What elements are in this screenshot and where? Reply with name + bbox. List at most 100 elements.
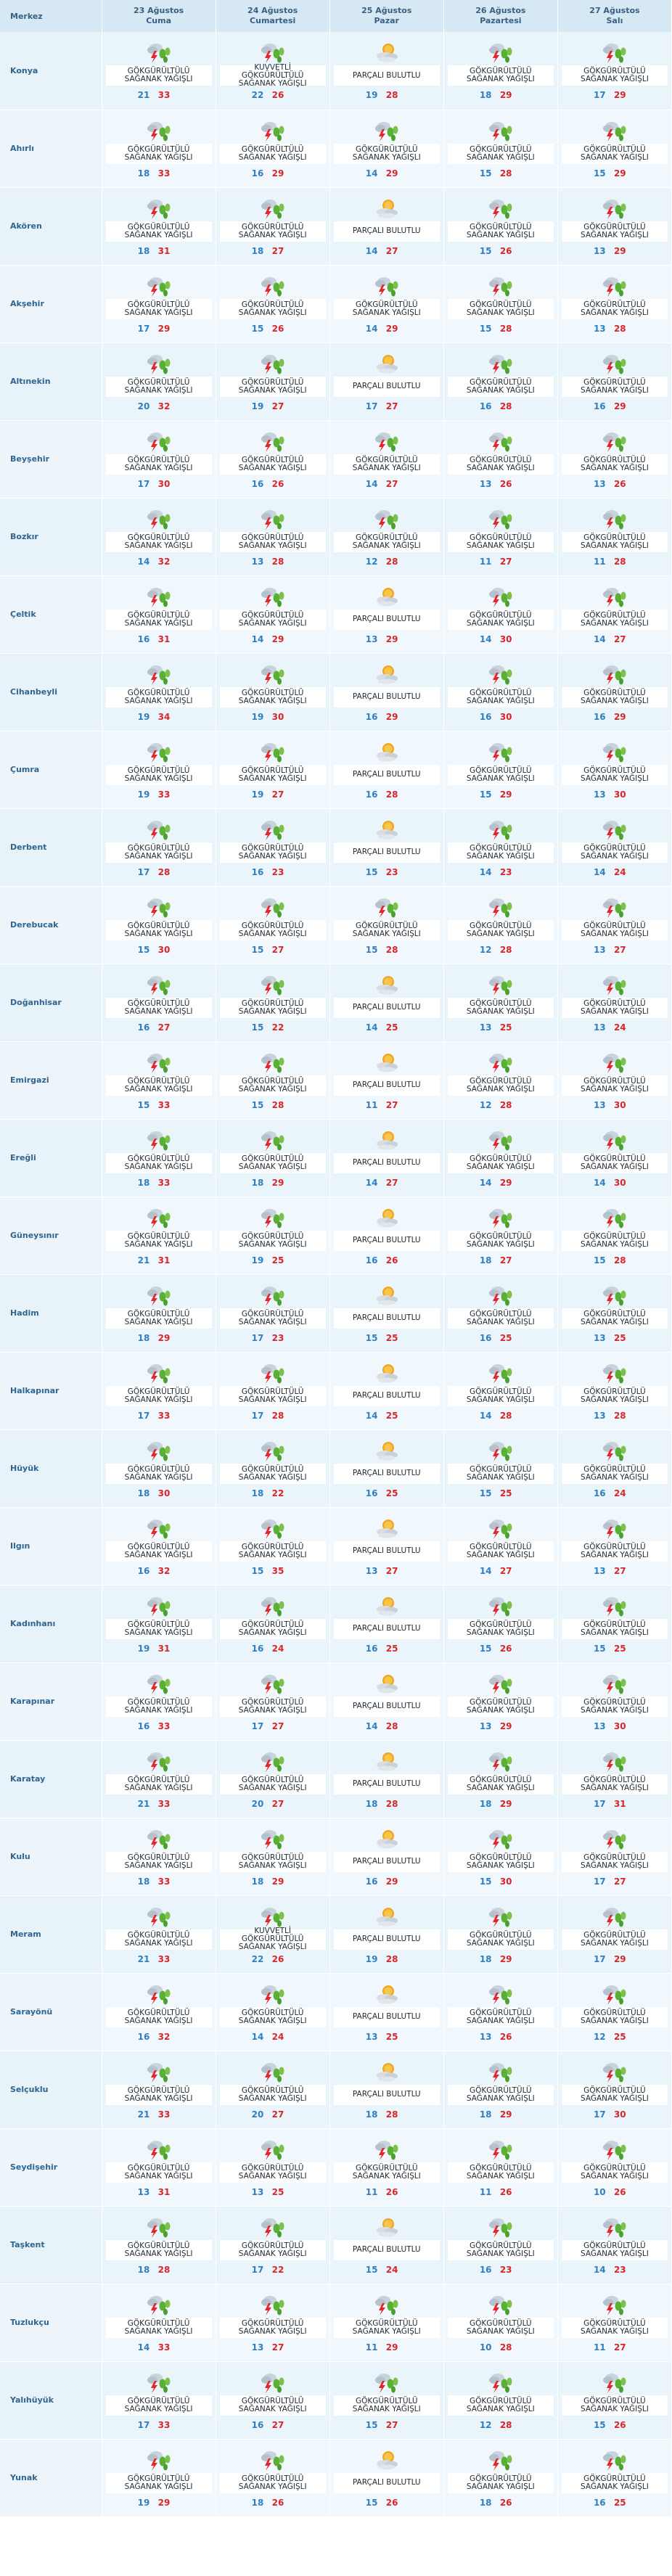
city-name[interactable]: Yalıhüyük (0, 2361, 102, 2440)
city-name[interactable]: Taşkent (0, 2206, 102, 2284)
weather-description-line: PARÇALI BULUTLU (352, 1080, 421, 1089)
city-name[interactable]: Ahırlı (0, 110, 102, 188)
weather-description-line: SAĞANAK YAĞIŞLI (466, 1006, 535, 1016)
city-name[interactable]: Çumra (0, 731, 102, 809)
city-name[interactable]: Yunak (0, 2439, 102, 2517)
forecast-cell: GÖKGÜRÜLTÜLÜ SAĞANAK YAĞIŞLI 16 24 (557, 1429, 672, 1508)
temperature-range: 16 27 (220, 2420, 326, 2430)
min-temperature: 16 (251, 478, 264, 489)
city-name[interactable]: Bozkır (0, 498, 102, 576)
city-name[interactable]: Ilgın (0, 1507, 102, 1586)
city-name[interactable]: Akören (0, 187, 102, 266)
weather-description-line: SAĞANAK YAĞIŞLI (580, 1472, 649, 1482)
forecast-cell: GÖKGÜRÜLTÜLÜ SAĞANAK YAĞIŞLI 14 30 (557, 1119, 672, 1197)
temperature-range: 18 28 (106, 2265, 212, 2275)
forecast-cell: GÖKGÜRÜLTÜLÜ SAĞANAK YAĞIŞLI 14 29 (443, 1119, 558, 1197)
min-temperature: 16 (137, 633, 150, 644)
city-name[interactable]: Güneysınır (0, 1197, 102, 1275)
city-name[interactable]: Hadim (0, 1274, 102, 1353)
city-name[interactable]: Hüyük (0, 1429, 102, 1508)
city-name[interactable]: Sarayönü (0, 1973, 102, 2051)
city-name[interactable]: Seydişehir (0, 2128, 102, 2207)
city-name[interactable]: Kulu (0, 1818, 102, 1896)
city-name[interactable]: Beyşehir (0, 420, 102, 499)
min-temperature: 13 (593, 789, 606, 800)
forecast-cell-content: GÖKGÜRÜLTÜLÜ SAĞANAK YAĞIŞLI 15 30 (102, 895, 216, 955)
weather-description-line: SAĞANAK YAĞIŞLI (352, 541, 421, 550)
weather-description-line: GÖKGÜRÜLTÜLÜ (127, 1620, 190, 1629)
thunderstorm-icon (486, 1051, 515, 1074)
city-name[interactable]: Kadınhanı (0, 1585, 102, 1663)
city-name[interactable]: Altınekin (0, 342, 102, 421)
weather-description-line: SAĞANAK YAĞIŞLI (124, 774, 193, 783)
city-name[interactable]: Karapınar (0, 1662, 102, 1741)
min-temperature: 18 (479, 2497, 492, 2508)
max-temperature: 35 (271, 1565, 284, 1576)
day-date: 26 Ağustos (475, 6, 526, 15)
city-name[interactable]: Meram (0, 1895, 102, 1974)
temperature-range: 15 28 (334, 945, 440, 955)
temperature-range: 14 27 (448, 1566, 554, 1576)
city-name[interactable]: Ereğli (0, 1119, 102, 1197)
city-name[interactable]: Konya (0, 32, 102, 110)
city-name[interactable]: Çeltik (0, 575, 102, 654)
temperature-range: 17 28 (106, 867, 212, 877)
weather-description: GÖKGÜRÜLTÜLÜ SAĞANAK YAĞIŞLI (219, 1541, 326, 1562)
city-name[interactable]: Cihanbeyli (0, 653, 102, 731)
weather-description: GÖKGÜRÜLTÜLÜ SAĞANAK YAĞIŞLI (447, 454, 554, 475)
weather-description-line: SAĞANAK YAĞIŞLI (238, 308, 307, 317)
table-row: Derebucak GÖKGÜRÜLTÜLÜ SAĞANAK YAĞIŞLI 15 30… (0, 886, 672, 964)
weather-description-line: SAĞANAK YAĞIŞLI (238, 851, 307, 861)
city-name[interactable]: Tuzlukçu (0, 2284, 102, 2362)
weather-description: PARÇALI BULUTLU (333, 764, 440, 785)
temperature-range: 15 26 (448, 246, 554, 256)
min-temperature: 18 (251, 1177, 264, 1188)
city-name[interactable]: Emirgazi (0, 1041, 102, 1120)
forecast-cell-content: GÖKGÜRÜLTÜLÜ SAĞANAK YAĞIŞLI 14 23 (444, 818, 557, 877)
forecast-cell-content: GÖKGÜRÜLTÜLÜ SAĞANAK YAĞIŞLI 14 33 (102, 2293, 216, 2353)
temperature-range: 20 32 (106, 401, 212, 411)
thunderstorm-icon (258, 585, 287, 608)
weather-description-line: SAĞANAK YAĞIŞLI (124, 1628, 193, 1637)
forecast-cell-content: GÖKGÜRÜLTÜLÜ SAĞANAK YAĞIŞLI 14 28 (444, 1361, 557, 1421)
forecast-cell-content: GÖKGÜRÜLTÜLÜ SAĞANAK YAĞIŞLI 15 27 (330, 2371, 443, 2430)
thunderstorm-icon (600, 2138, 629, 2161)
forecast-cell-content: GÖKGÜRÜLTÜLÜ SAĞANAK YAĞIŞLI 15 22 (216, 973, 329, 1033)
city-name[interactable]: Karatay (0, 1740, 102, 1818)
max-temperature: 25 (499, 1488, 512, 1498)
weather-description-line: GÖKGÜRÜLTÜLÜ (583, 1231, 646, 1241)
weather-description-line: SAĞANAK YAĞIŞLI (580, 385, 649, 395)
weather-description-line: SAĞANAK YAĞIŞLI (238, 230, 307, 239)
max-temperature: 26 (499, 478, 512, 489)
temperature-range: 15 30 (448, 1876, 554, 1887)
weather-description-line: GÖKGÜRÜLTÜLÜ (470, 766, 532, 775)
min-temperature: 14 (365, 1720, 378, 1731)
min-temperature: 10 (479, 2342, 492, 2353)
thunderstorm-icon (258, 119, 287, 142)
thunderstorm-icon (486, 1284, 515, 1307)
min-temperature: 14 (593, 633, 606, 644)
city-name[interactable]: Halkapınar (0, 1352, 102, 1430)
forecast-cell-content: GÖKGÜRÜLTÜLÜ SAĞANAK YAĞIŞLI 13 29 (558, 197, 671, 256)
city-name[interactable]: Doğanhisar (0, 964, 102, 1042)
min-temperature: 20 (251, 1798, 264, 1809)
forecast-cell-content: GÖKGÜRÜLTÜLÜ SAĞANAK YAĞIŞLI 16 25 (444, 1284, 557, 1343)
city-name[interactable]: Derebucak (0, 886, 102, 964)
city-name[interactable]: Selçuklu (0, 2051, 102, 2129)
max-temperature: 27 (499, 1255, 512, 1266)
weather-description: GÖKGÜRÜLTÜLÜ SAĞANAK YAĞIŞLI (447, 1929, 554, 1950)
forecast-cell-content: GÖKGÜRÜLTÜLÜ SAĞANAK YAĞIŞLI 16 29 (216, 119, 329, 179)
forecast-cell-content: PARÇALI BULUTLU 16 25 (330, 1594, 443, 1654)
forecast-cell: PARÇALI BULUTLU 15 23 (329, 808, 444, 887)
temperature-range: 17 22 (220, 2265, 326, 2275)
partly-cloudy-icon (372, 1128, 401, 1152)
city-name[interactable]: Derbent (0, 808, 102, 887)
max-temperature: 29 (499, 1798, 512, 1809)
thunderstorm-icon (486, 2138, 515, 2161)
max-temperature: 29 (157, 2497, 171, 2508)
weather-description-line: GÖKGÜRÜLTÜLÜ (241, 766, 304, 775)
forecast-cell: PARÇALI BULUTLU 18 28 (329, 2051, 444, 2129)
forecast-cell: GÖKGÜRÜLTÜLÜ SAĞANAK YAĞIŞLI 13 26 (443, 420, 558, 499)
weather-description: PARÇALI BULUTLU (333, 2472, 440, 2493)
city-name[interactable]: Akşehir (0, 265, 102, 343)
